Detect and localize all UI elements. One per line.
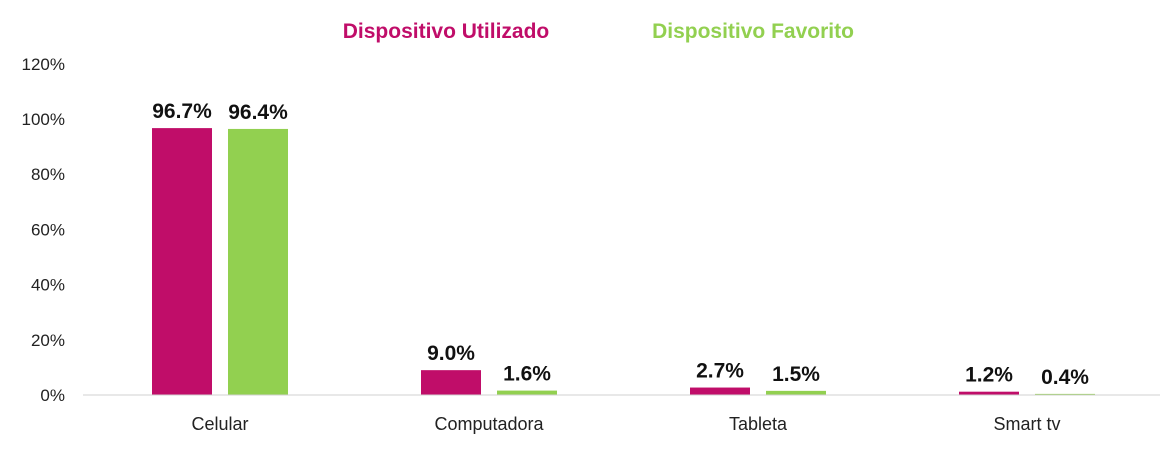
bar-favorito (228, 128, 288, 395)
x-axis: Celular Computadora Tableta Smart tv (83, 394, 1160, 434)
x-category-label: Tableta (729, 414, 788, 434)
bar-utilizado (421, 370, 481, 395)
bar-utilizado (152, 128, 212, 395)
data-label: 2.7% (696, 360, 744, 383)
y-axis: 0% 20% 40% 60% 80% 100% 120% (22, 55, 65, 405)
y-tick-label: 100% (22, 110, 65, 129)
legend: Dispositivo Utilizado Dispositivo Favori… (343, 20, 854, 43)
data-label: 1.6% (503, 363, 551, 386)
x-category-label: Celular (191, 414, 248, 434)
data-label: 9.0% (427, 342, 475, 365)
data-label: 96.7% (152, 100, 212, 123)
x-category-label: Smart tv (993, 414, 1060, 434)
y-tick-label: 60% (31, 220, 65, 239)
bar-favorito (766, 390, 826, 395)
y-tick-label: 40% (31, 276, 65, 295)
y-tick-label: 20% (31, 331, 65, 350)
y-tick-label: 0% (40, 386, 65, 405)
bar-favorito (1035, 393, 1095, 395)
bar-utilizado (959, 391, 1019, 395)
bar-utilizado (690, 387, 750, 395)
x-category-label: Computadora (434, 414, 544, 434)
y-tick-label: 120% (22, 55, 65, 74)
data-label: 1.2% (965, 364, 1013, 387)
legend-entry-dispositivo-favorito: Dispositivo Favorito (652, 20, 854, 43)
bar-favorito (497, 390, 557, 395)
y-tick-label: 80% (31, 165, 65, 184)
data-label: 1.5% (772, 363, 820, 386)
data-label: 96.4% (228, 101, 288, 124)
legend-entry-dispositivo-utilizado: Dispositivo Utilizado (343, 20, 550, 43)
plot-area: 96.7% 96.4% 9.0% 1.6% 2.7% 1.5% 1.2% 0.4% (152, 100, 1095, 395)
data-label: 0.4% (1041, 366, 1089, 389)
